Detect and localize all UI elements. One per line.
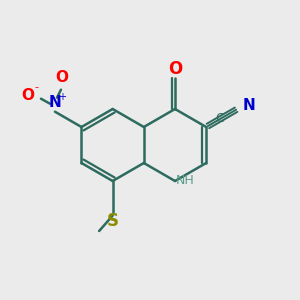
- Text: NH: NH: [176, 175, 194, 188]
- Text: N: N: [49, 95, 61, 110]
- Text: +: +: [58, 92, 66, 102]
- Text: -: -: [34, 82, 38, 92]
- Text: O: O: [22, 88, 34, 103]
- Text: C: C: [215, 112, 224, 124]
- Text: O: O: [168, 60, 182, 78]
- Text: S: S: [106, 212, 119, 230]
- Text: O: O: [56, 70, 68, 85]
- Text: N: N: [242, 98, 255, 113]
